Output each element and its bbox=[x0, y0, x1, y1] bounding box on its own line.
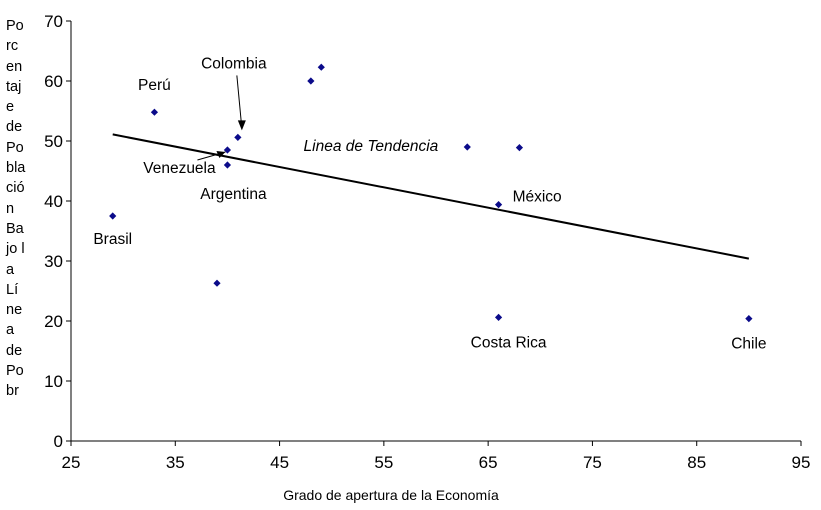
x-tick-label: 35 bbox=[166, 453, 185, 472]
data-point bbox=[223, 161, 232, 169]
x-tick-label: 65 bbox=[479, 453, 498, 472]
annotation-label: Argentina bbox=[200, 186, 267, 203]
x-axis-label: Grado de apertura de la Economía bbox=[283, 487, 499, 503]
data-point bbox=[494, 313, 503, 321]
y-tick-label: 70 bbox=[44, 12, 63, 31]
x-tick-label: 85 bbox=[687, 453, 706, 472]
data-points bbox=[109, 63, 753, 323]
data-point bbox=[515, 144, 524, 152]
annotation-label: Costa Rica bbox=[471, 334, 547, 351]
x-tick-label: 75 bbox=[583, 453, 602, 472]
y-tick-label: 10 bbox=[44, 372, 63, 391]
data-point bbox=[213, 279, 221, 287]
y-tick-label: 50 bbox=[44, 132, 63, 151]
annotations: Perú Colombia Venezuela Argentina Brasil Méxi… bbox=[93, 55, 766, 352]
data-point bbox=[234, 133, 242, 141]
annotation-arrow bbox=[236, 75, 243, 129]
data-point bbox=[109, 212, 117, 220]
data-point bbox=[223, 146, 232, 154]
y-tick-label: 20 bbox=[44, 312, 63, 331]
y-tick-label: 0 bbox=[54, 432, 63, 451]
y-tick-label: 30 bbox=[44, 252, 63, 271]
x-tick-label: 55 bbox=[374, 453, 393, 472]
data-point bbox=[745, 315, 753, 323]
data-point bbox=[463, 143, 471, 151]
data-point bbox=[307, 77, 315, 85]
annotation-label: Chile bbox=[731, 336, 766, 353]
y-tick-label: 40 bbox=[44, 192, 63, 211]
annotation-label: Venezuela bbox=[143, 160, 216, 177]
annotation-label: Brasil bbox=[93, 231, 132, 248]
annotation-label: México bbox=[513, 189, 562, 206]
x-tick-label: 25 bbox=[62, 453, 81, 472]
data-point bbox=[317, 63, 325, 71]
y-axis-label-text: Porcentaje de Población Bajo la Línea de… bbox=[6, 18, 26, 400]
y-tick-label: 60 bbox=[44, 72, 63, 91]
annotation-label: Perú bbox=[138, 77, 171, 94]
data-point bbox=[494, 201, 503, 209]
x-tick-label: 95 bbox=[792, 453, 811, 472]
data-point bbox=[150, 108, 159, 116]
trendline-label: Linea de Tendencia bbox=[304, 138, 439, 155]
axes: 0 10 20 30 40 50 60 70 25 35 45 55 65 75 85 95 bbox=[44, 12, 810, 472]
annotation-arrowhead bbox=[216, 151, 226, 158]
x-tick-label: 45 bbox=[270, 453, 289, 472]
annotation-label: Colombia bbox=[201, 55, 267, 72]
annotation-arrowhead bbox=[237, 120, 246, 131]
y-axis-label: Porcentaje de Población Bajo la Línea de… bbox=[6, 16, 36, 402]
